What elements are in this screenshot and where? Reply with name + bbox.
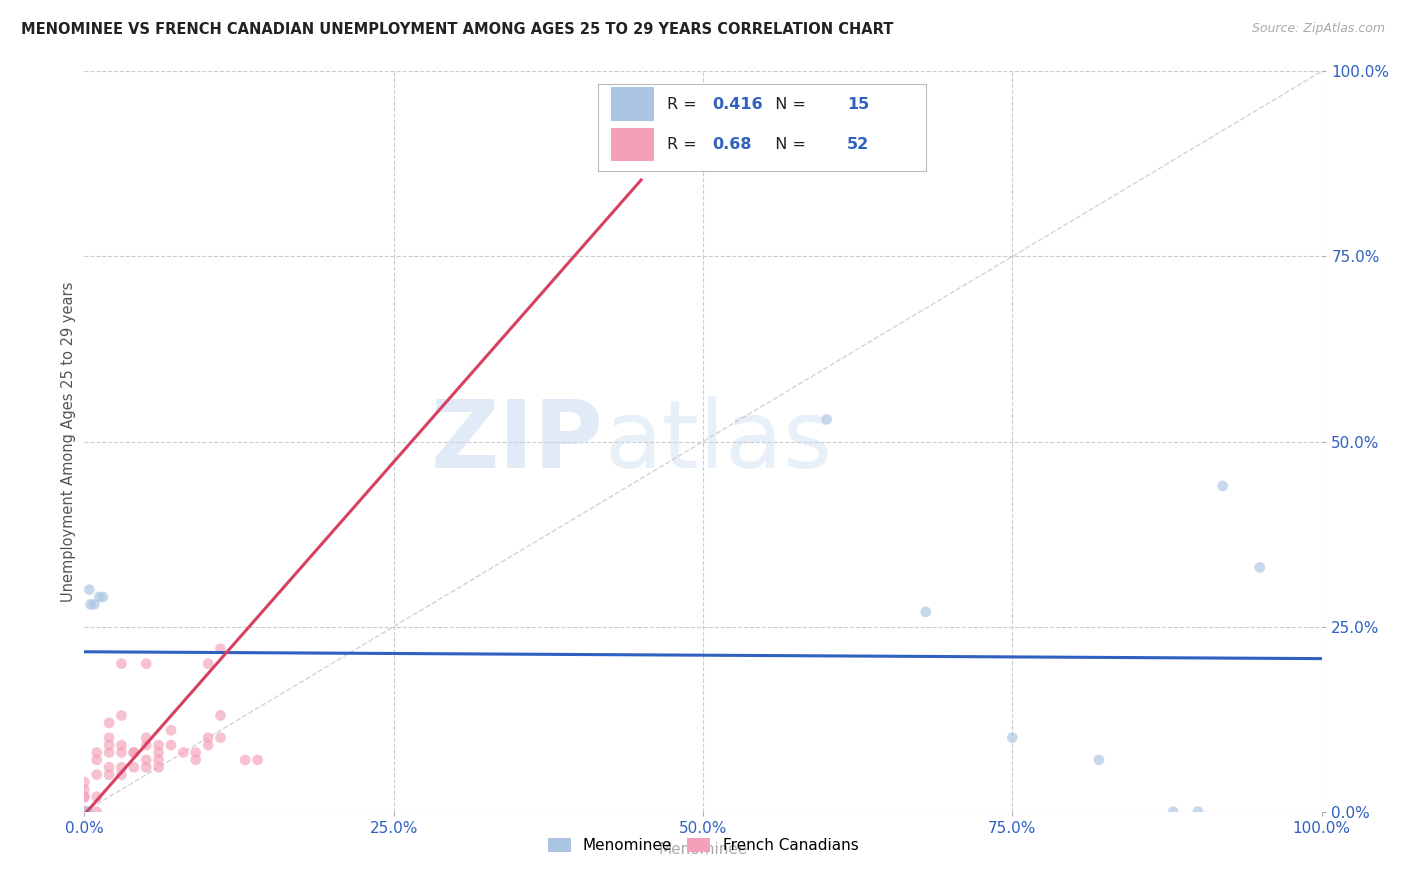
Point: [77, 805, 100, 819]
Point: [86, 805, 108, 819]
Point: [197, 657, 219, 671]
Point: [233, 753, 256, 767]
Point: [76, 805, 98, 819]
Point: [148, 760, 170, 774]
Point: [197, 738, 219, 752]
Point: [110, 760, 132, 774]
Point: [86, 789, 108, 804]
Point: [148, 753, 170, 767]
Point: [83, 598, 105, 612]
Text: atlas: atlas: [605, 395, 832, 488]
Point: [184, 746, 207, 760]
Point: [122, 760, 145, 774]
Point: [135, 731, 157, 745]
Point: [1088, 753, 1111, 767]
Point: [914, 605, 936, 619]
Point: [135, 738, 157, 752]
Point: [73, 805, 96, 819]
Point: [209, 641, 232, 656]
Point: [79, 582, 101, 597]
Point: [172, 746, 194, 760]
Point: [73, 805, 96, 819]
Point: [91, 590, 114, 604]
Point: [73, 805, 96, 819]
Point: [1212, 479, 1234, 493]
Point: [209, 731, 232, 745]
Point: [73, 775, 96, 789]
Point: [110, 738, 132, 752]
Point: [209, 708, 232, 723]
X-axis label: Menominee: Menominee: [658, 842, 748, 857]
Point: [98, 738, 121, 752]
Point: [630, 87, 652, 101]
Point: [148, 746, 170, 760]
Point: [86, 753, 108, 767]
Point: [184, 753, 207, 767]
Point: [110, 657, 132, 671]
Point: [86, 767, 108, 781]
Point: [73, 782, 96, 797]
Point: [1161, 805, 1184, 819]
Point: [73, 789, 96, 804]
Point: [135, 753, 157, 767]
Point: [98, 731, 121, 745]
Point: [815, 412, 838, 426]
Point: [86, 746, 108, 760]
Point: [122, 746, 145, 760]
Point: [246, 753, 269, 767]
Point: [98, 760, 121, 774]
Point: [98, 767, 121, 781]
Point: [73, 805, 96, 819]
Point: [148, 738, 170, 752]
Y-axis label: Unemployment Among Ages 25 to 29 years: Unemployment Among Ages 25 to 29 years: [60, 281, 76, 602]
Point: [110, 708, 132, 723]
Point: [135, 657, 157, 671]
Point: [160, 723, 183, 738]
Point: [73, 789, 96, 804]
Point: [110, 767, 132, 781]
Point: [1249, 560, 1271, 574]
Point: [98, 715, 121, 730]
Point: [630, 94, 652, 108]
Legend: Menominee, French Canadians: Menominee, French Canadians: [541, 832, 865, 860]
Point: [122, 746, 145, 760]
Point: [1187, 805, 1209, 819]
Point: [197, 731, 219, 745]
Point: [135, 760, 157, 774]
Point: [98, 746, 121, 760]
Point: [89, 590, 111, 604]
Text: Source: ZipAtlas.com: Source: ZipAtlas.com: [1251, 22, 1385, 36]
Point: [1001, 731, 1024, 745]
Text: MENOMINEE VS FRENCH CANADIAN UNEMPLOYMENT AMONG AGES 25 TO 29 YEARS CORRELATION : MENOMINEE VS FRENCH CANADIAN UNEMPLOYMEN…: [21, 22, 893, 37]
Text: ZIP: ZIP: [432, 395, 605, 488]
Point: [160, 738, 183, 752]
Point: [79, 598, 101, 612]
Point: [110, 746, 132, 760]
